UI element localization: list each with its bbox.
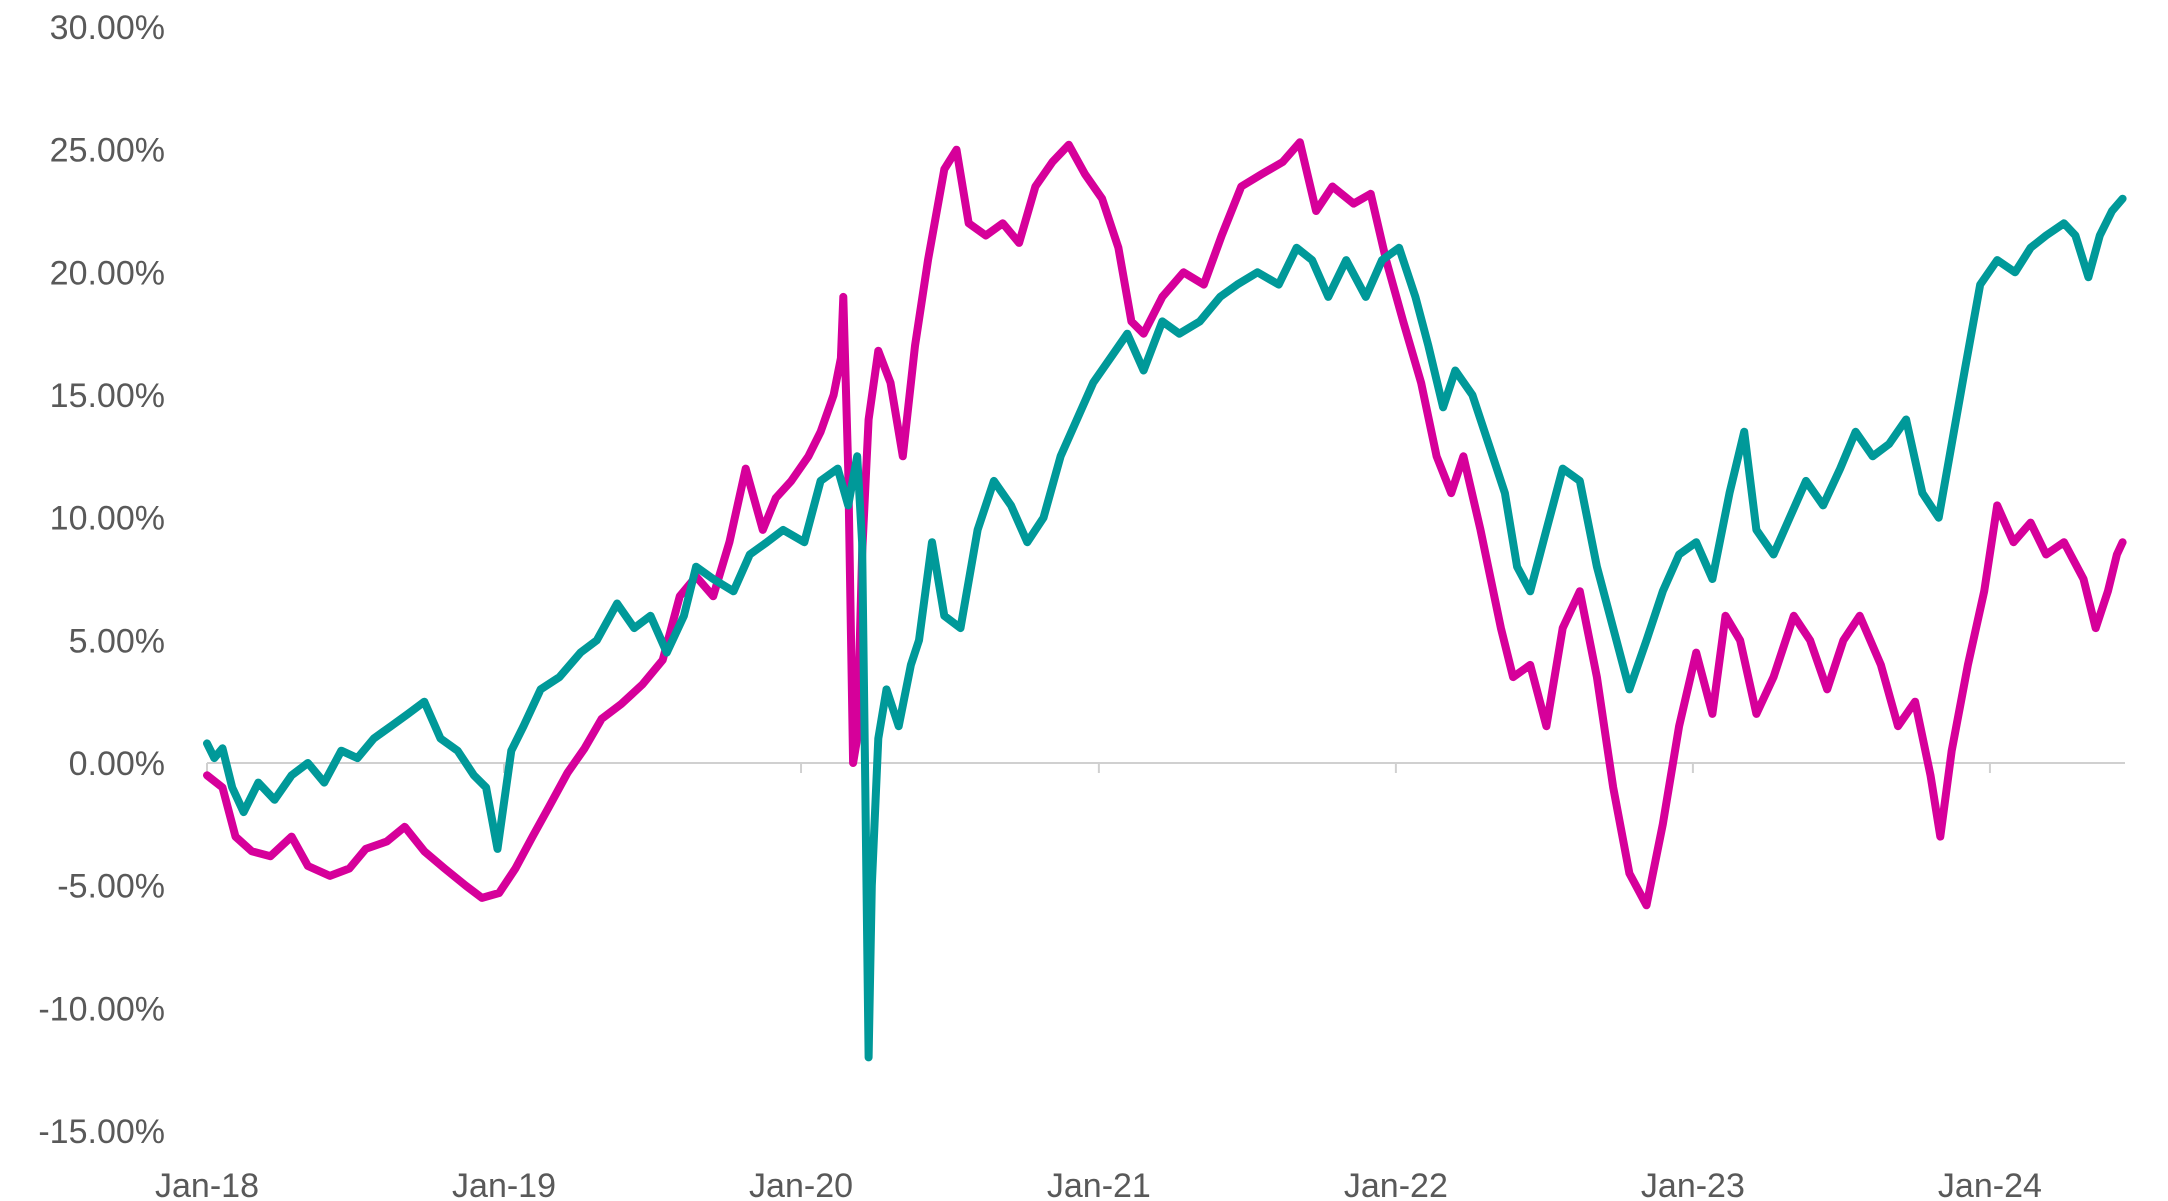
x-tick-label: Jan-21 <box>1047 1167 1151 1201</box>
x-axis-tick-marks <box>206 763 1991 773</box>
y-tick-label: 15.00% <box>50 377 165 415</box>
series-line-1 <box>203 138 2127 910</box>
x-tick-label: Jan-24 <box>1938 1167 2042 1201</box>
y-tick-label: 10.00% <box>50 500 165 538</box>
x-tick-label: Jan-19 <box>452 1167 556 1201</box>
y-tick-label: 5.00% <box>69 622 165 660</box>
y-axis-tick-labels: 30.00% 25.00% 20.00% 15.00% 10.00% 5.00% 0.00%… <box>38 9 165 1151</box>
y-tick-label: 0.00% <box>69 745 165 783</box>
x-tick-label: Jan-23 <box>1641 1167 1745 1201</box>
y-tick-label: 20.00% <box>50 254 165 292</box>
y-tick-label: 25.00% <box>50 132 165 170</box>
x-tick-label: Jan-22 <box>1344 1167 1448 1201</box>
y-tick-label: -15.00% <box>38 1113 165 1151</box>
x-tick-label: Jan-18 <box>155 1167 259 1201</box>
y-tick-label: -5.00% <box>57 868 165 906</box>
y-tick-label: -10.00% <box>38 990 165 1028</box>
series-line-2 <box>203 194 2127 1062</box>
x-axis-tick-labels: Jan-18 Jan-19 Jan-20 Jan-21 Jan-22 Jan-23 Jan-… <box>155 1167 2042 1201</box>
y-tick-label: 30.00% <box>50 9 165 47</box>
x-tick-label: Jan-20 <box>749 1167 853 1201</box>
series-lines <box>203 138 2127 1062</box>
